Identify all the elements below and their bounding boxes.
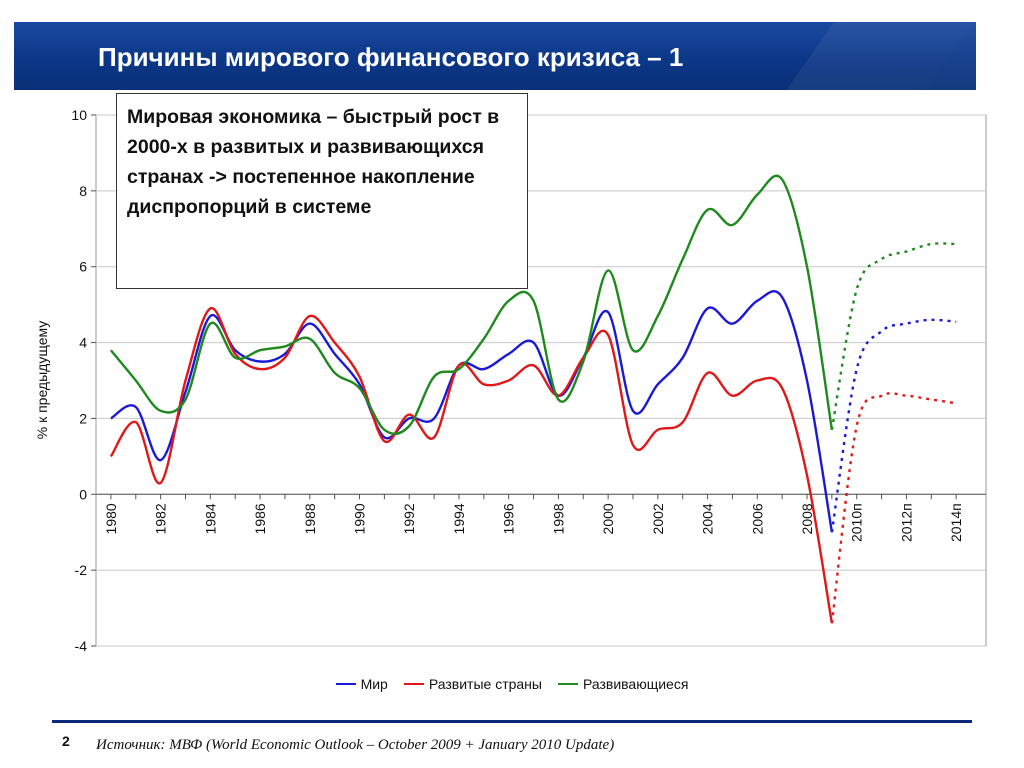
x-tick-label: 2008 [799, 503, 815, 534]
page-number: 2 [62, 733, 70, 749]
x-tick-label: 2004 [700, 503, 716, 534]
y-tick-label: 8 [79, 183, 87, 199]
legend-label: Мир [360, 676, 388, 692]
x-tick-label: 1988 [302, 503, 318, 534]
legend-swatch [557, 682, 578, 686]
series-line [109, 307, 834, 624]
x-tick-label: 1998 [550, 503, 566, 534]
series-forecast-line [830, 318, 957, 533]
legend-label: Развивающиеся [582, 676, 689, 692]
legend-item: Развивающиеся [557, 676, 689, 692]
x-tick-label: 1984 [202, 503, 218, 534]
y-tick-label: 6 [79, 259, 87, 275]
x-tick-label: 2002 [650, 503, 666, 534]
x-tick-label: 2006 [749, 503, 765, 534]
x-tick-label: 1992 [401, 503, 417, 534]
axes: -4 -2 0 2 4 6 8 10 1980 1982 1984 1986 1988 1990 1992 1… [71, 107, 986, 654]
y-tick-label: 10 [71, 107, 87, 123]
y-axis-label: % к предыдущему [34, 321, 50, 440]
title-banner: Причины мирового финансового кризиса – 1 [14, 22, 976, 90]
x-tick-label: 2010п [849, 503, 865, 542]
x-tick-label: 2000 [600, 503, 616, 534]
y-tick-label: 4 [79, 335, 87, 351]
series-forecast-line [830, 392, 957, 624]
y-tick-label: -2 [75, 562, 88, 578]
series-line [109, 174, 834, 435]
callout-box: Мировая экономика – быстрый рост в 2000-… [116, 93, 528, 289]
legend-label: Развитые страны [428, 676, 542, 692]
series-forecast-line [830, 242, 957, 431]
footer-divider [52, 720, 972, 723]
x-tick-label: 2012п [898, 503, 914, 542]
x-tick-label: 1990 [352, 503, 368, 534]
y-tick-label: 2 [79, 410, 87, 426]
x-tick-label: 1982 [153, 503, 169, 534]
y-tick-label: 0 [79, 486, 87, 502]
legend-item: Мир [335, 676, 388, 692]
series-lines [109, 174, 957, 624]
x-tick-label: 1994 [451, 503, 467, 534]
slide-title: Причины мирового финансового кризиса – 1 [98, 42, 684, 72]
legend-swatch [403, 682, 424, 686]
x-tick-label: 1980 [103, 503, 119, 534]
legend-item: Развитые страны [403, 676, 542, 692]
x-tick-label: 1986 [252, 503, 268, 534]
legend-swatch [335, 682, 356, 686]
x-tick-label: 2014п [948, 503, 964, 542]
chart-legend: Мир Развитые страны Развивающиеся [0, 676, 1024, 692]
source-note: Источник: МВФ (World Economic Outlook – … [96, 737, 615, 753]
y-tick-label: -4 [75, 638, 88, 654]
x-tick-label: 1996 [501, 503, 517, 534]
